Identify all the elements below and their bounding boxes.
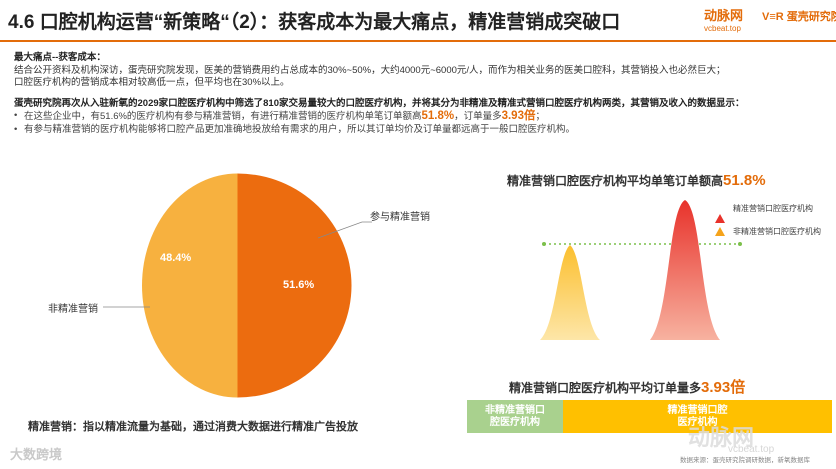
source-note: 数据来源：蛋壳研究院调研数据，新氧数据库	[680, 457, 810, 464]
intro-section: 最大痛点--获客成本： 结合公开资料及机构深访，蛋壳研究院发现，医美的营销费用约…	[14, 52, 826, 136]
peak-chart	[540, 200, 742, 340]
ver-logo-text: V≡R 蛋壳研究院	[762, 11, 836, 23]
vcbeat-logo-sub: vcbeat.top	[704, 24, 741, 33]
intro-bullet-2: 有参与精准营销的医疗机构能够将口腔产品更加准确地投放给有需求的用户，所以其订单均…	[14, 124, 826, 137]
ver-logo: V≡R 蛋壳研究院	[762, 8, 836, 38]
bar-chart-title-text: 精准营销口腔医疗机构平均订单量多	[509, 381, 702, 395]
intro-heading: 最大痛点--获客成本：	[14, 52, 106, 63]
peak-chart-title: 精准营销口腔医疗机构平均单笔订单额高51.8%	[507, 172, 766, 189]
peak-reference-dot-left	[542, 242, 546, 246]
peak-orange	[540, 245, 600, 340]
pie-callout-yellow: 非精准营销	[48, 304, 98, 315]
bar-segment-nonprecise: 非精准营销口 腔医疗机构	[467, 400, 563, 433]
pie-slice-yellow	[142, 173, 238, 398]
peak-chart-title-value: 51.8%	[723, 172, 766, 189]
intro-bullet-1: 在这些企业中，有51.6%的医疗机构有参与精准营销，有进行精准营销的医疗机构单笔…	[14, 110, 826, 124]
vcbeat-logo-text: 动脉网	[704, 8, 744, 23]
peak-chart-title-text: 精准营销口腔医疗机构平均单笔订单额高	[507, 174, 724, 188]
pie-label-orange: 51.6%	[283, 279, 315, 291]
bar-segment-precise: 精准营销口腔 医疗机构	[563, 400, 832, 433]
peak-reference-dot-right	[738, 242, 742, 246]
watermark-right-sub: vcbeat.top	[728, 444, 775, 455]
legend-item-precise: 精准营销口腔医疗机构	[733, 204, 813, 213]
pie-callout-line-orange	[317, 221, 372, 239]
bullet1-post: ；	[535, 111, 545, 122]
intro-lead: 蛋壳研究院再次从入驻新氧的2029家口腔医疗机构中筛选了810家交易量较大的口腔…	[14, 97, 745, 109]
bullet1-pre: 在这些企业中，有51.6%的医疗机构有参与精准营销，有进行精准营销的医疗机构单笔…	[24, 111, 422, 122]
pie-callout-orange: 参与精准营销	[370, 212, 430, 223]
pie-slice-orange	[237, 173, 352, 398]
bullet1-mid: ，订单量多	[454, 111, 502, 122]
bullet1-value-1: 51.8%	[421, 110, 455, 122]
pie-label-yellow: 48.4%	[160, 252, 192, 264]
red-triangle-icon	[715, 214, 725, 223]
watermark-left: 大数跨境	[10, 447, 63, 462]
intro-line-1: 结合公开资料及机构深访，蛋壳研究院发现，医美的营销费用约占总成本的30%~50%…	[14, 64, 726, 76]
bar-chart-title-value: 3.93倍	[701, 379, 746, 396]
vcbeat-logo: 动脉网 vcbeat.top	[704, 5, 743, 35]
title-bar	[0, 0, 836, 42]
definition-text: 精准营销：指以精准流量为基础，通过消费大数据进行精准广告投放	[28, 421, 358, 433]
bullet1-value-2: 3.93倍	[501, 110, 536, 122]
legend-item-nonprecise: 非精准营销口腔医疗机构	[733, 227, 821, 236]
bar-chart-title: 精准营销口腔医疗机构平均订单量多3.93倍	[509, 376, 745, 397]
intro-line-2: 口腔医疗机构的营销成本相对较高低一点，但平均也在30%以上。	[14, 77, 290, 88]
page-title: 4.6 口腔机构运营“新策略“（2）：获客成本为最大痛点，精准营销成突破口	[8, 12, 621, 33]
peak-red	[650, 200, 720, 340]
watermark-right: 动脉网	[688, 425, 755, 450]
orange-triangle-icon	[715, 227, 725, 236]
